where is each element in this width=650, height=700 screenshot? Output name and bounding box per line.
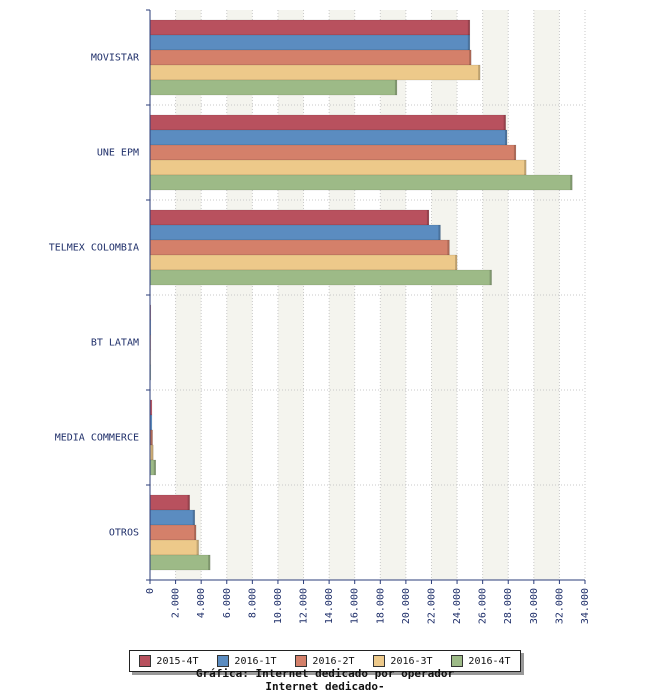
- x-tick-label: 32.000: [554, 588, 565, 624]
- chart-caption-line2: Internet dedicado-: [265, 680, 385, 693]
- bar-shade: [455, 255, 458, 270]
- bar-shade: [187, 495, 190, 510]
- bar-shade: [150, 430, 153, 445]
- chart-legend: 2015-4T 2016-1T 2016-2T 2016-3T 2016-4T: [129, 650, 521, 672]
- bar-2016-4T-une-epm: [149, 174, 573, 191]
- legend-item: 2016-4T: [451, 655, 511, 667]
- x-tick-label: 4.000: [196, 588, 207, 618]
- bar-shade: [504, 130, 507, 145]
- x-tick-label: 24.000: [452, 588, 463, 624]
- chart-plot: MOVISTAR UNE EPM TELMEX COLOMBIA BT LATAM ME…: [49, 9, 591, 624]
- bar-shade: [524, 160, 527, 175]
- x-tick-label: 26.000: [478, 588, 489, 624]
- x-tick-label: 12.000: [299, 588, 310, 624]
- x-tick-label: 30.000: [529, 588, 540, 624]
- bar-shade: [194, 525, 197, 540]
- bar-shade: [196, 540, 199, 555]
- bar-shade: [208, 555, 211, 570]
- bar-2016-2T-une-epm: [149, 144, 517, 161]
- bar-2016-2T-otros: [149, 524, 197, 541]
- category-label: BT LATAM: [91, 338, 139, 349]
- bar-shade: [438, 225, 441, 240]
- x-tick-label: 2.000: [171, 588, 182, 618]
- bar-2016-2T-telmex-colombia: [149, 239, 450, 256]
- bar-shade: [426, 210, 429, 225]
- legend-label: 2015-4T: [156, 655, 199, 667]
- bar-2016-3T-telmex-colombia: [149, 254, 458, 271]
- legend-label: 2016-1T: [234, 655, 277, 667]
- x-tick-label: 6.000: [222, 588, 233, 618]
- bar-2015-4T-otros: [149, 494, 190, 511]
- bar-shade: [503, 115, 506, 130]
- bar-2016-1T-otros: [149, 509, 196, 526]
- x-tick-label: 10.000: [273, 588, 284, 624]
- bar-2016-3T-une-epm: [149, 159, 527, 176]
- bar-2016-3T-otros: [149, 539, 199, 556]
- bar-2016-3T-movistar: [149, 64, 481, 81]
- bar-shade: [447, 240, 450, 255]
- legend-item: 2016-2T: [295, 655, 355, 667]
- bar-shade: [467, 20, 470, 35]
- bar-2015-4T-telmex-colombia: [149, 209, 430, 226]
- legend-item: 2016-1T: [217, 655, 277, 667]
- legend-swatch: [451, 655, 464, 667]
- legend-item: 2015-4T: [139, 655, 199, 667]
- category-label: TELMEX COLOMBIA: [49, 243, 139, 254]
- bar-shade: [513, 145, 516, 160]
- legend-swatch: [373, 655, 386, 667]
- legend-label: 2016-3T: [390, 655, 433, 667]
- bar-2016-1T-une-epm: [149, 129, 508, 146]
- bar-shade: [394, 80, 397, 95]
- category-label: UNE EPM: [97, 148, 139, 159]
- legend-swatch: [217, 655, 230, 667]
- bar-shade: [469, 50, 472, 65]
- bar-shade: [192, 510, 195, 525]
- x-tick-label: 16.000: [350, 588, 361, 624]
- bar-2016-1T-telmex-colombia: [149, 224, 441, 241]
- grid-band: [226, 10, 253, 580]
- grid-band: [277, 10, 304, 580]
- x-tick-label: 28.000: [503, 588, 514, 624]
- bar-2016-4T-movistar: [149, 79, 398, 96]
- bar-2015-4T-une-epm: [149, 114, 506, 131]
- bar-shade: [151, 445, 154, 460]
- category-label: MOVISTAR: [91, 53, 140, 64]
- x-tick-label: 22.000: [426, 588, 437, 624]
- x-tick-label: 18.000: [375, 588, 386, 624]
- bar-shade: [467, 35, 470, 50]
- grid-band: [329, 10, 355, 580]
- category-label: OTROS: [109, 528, 139, 539]
- chart-caption-line1: Gráfica: Internet dedicado por operador: [195, 667, 455, 680]
- bar-shade: [489, 270, 492, 285]
- legend-item: 2016-3T: [373, 655, 433, 667]
- bar-2015-4T-movistar: [149, 19, 471, 36]
- x-tick-label: 0: [145, 588, 156, 594]
- legend-swatch: [139, 655, 152, 667]
- x-tick-label: 34.000: [580, 588, 591, 624]
- legend-label: 2016-4T: [468, 655, 511, 667]
- bar-2016-2T-movistar: [149, 49, 472, 66]
- bar-shade: [478, 65, 481, 80]
- grid-band: [175, 10, 202, 580]
- bar-shade: [570, 175, 573, 190]
- x-tick-label: 8.000: [247, 588, 258, 618]
- legend-label: 2016-2T: [312, 655, 355, 667]
- bar-shade: [153, 460, 156, 475]
- category-label: MEDIA COMMERCE: [55, 433, 139, 444]
- bar-2016-4T-telmex-colombia: [149, 269, 492, 286]
- legend-swatch: [295, 655, 308, 667]
- bar-2016-4T-otros: [149, 554, 211, 571]
- x-tick-label: 14.000: [324, 588, 335, 624]
- bar-2016-1T-movistar: [149, 34, 471, 51]
- x-tick-label: 20.000: [401, 588, 412, 624]
